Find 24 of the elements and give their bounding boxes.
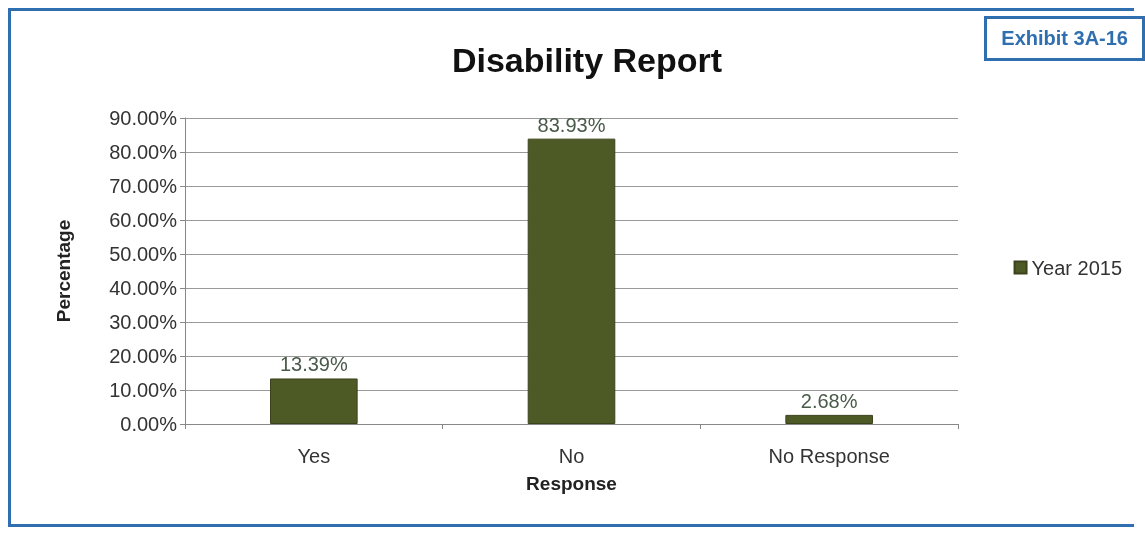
y-tick-label: 20.00% [109, 345, 178, 367]
text: Exhibit 3A-16 [984, 16, 1145, 61]
data-label: 13.39% [279, 353, 348, 376]
bar [785, 414, 873, 424]
x-tick-label: No [558, 445, 585, 467]
x-tick-label: No Response [768, 445, 890, 467]
y-tick-label: 70.00% [109, 175, 178, 197]
y-tick-label: 90.00% [109, 107, 178, 129]
data-label: 83.93% [537, 113, 606, 136]
y-tick-label: 40.00% [109, 277, 178, 299]
bar [527, 138, 616, 424]
y-tick-label: 30.00% [109, 311, 178, 333]
y-tick-label: 10.00% [109, 379, 178, 401]
y-axis-title: Percentage [53, 219, 74, 323]
y-tick-label: 0.00% [120, 413, 178, 435]
y-tick-label: 60.00% [109, 209, 178, 231]
x-axis-title: Response [526, 473, 617, 494]
bar [270, 378, 358, 424]
legend-label: Year 2015 [1031, 256, 1123, 279]
y-tick-label: 50.00% [109, 243, 178, 265]
y-tick-label: 80.00% [109, 141, 178, 163]
data-label: 2.68% [800, 389, 858, 412]
x-tick-label: Yes [297, 445, 331, 467]
chart-title: Disability Report [451, 41, 723, 79]
